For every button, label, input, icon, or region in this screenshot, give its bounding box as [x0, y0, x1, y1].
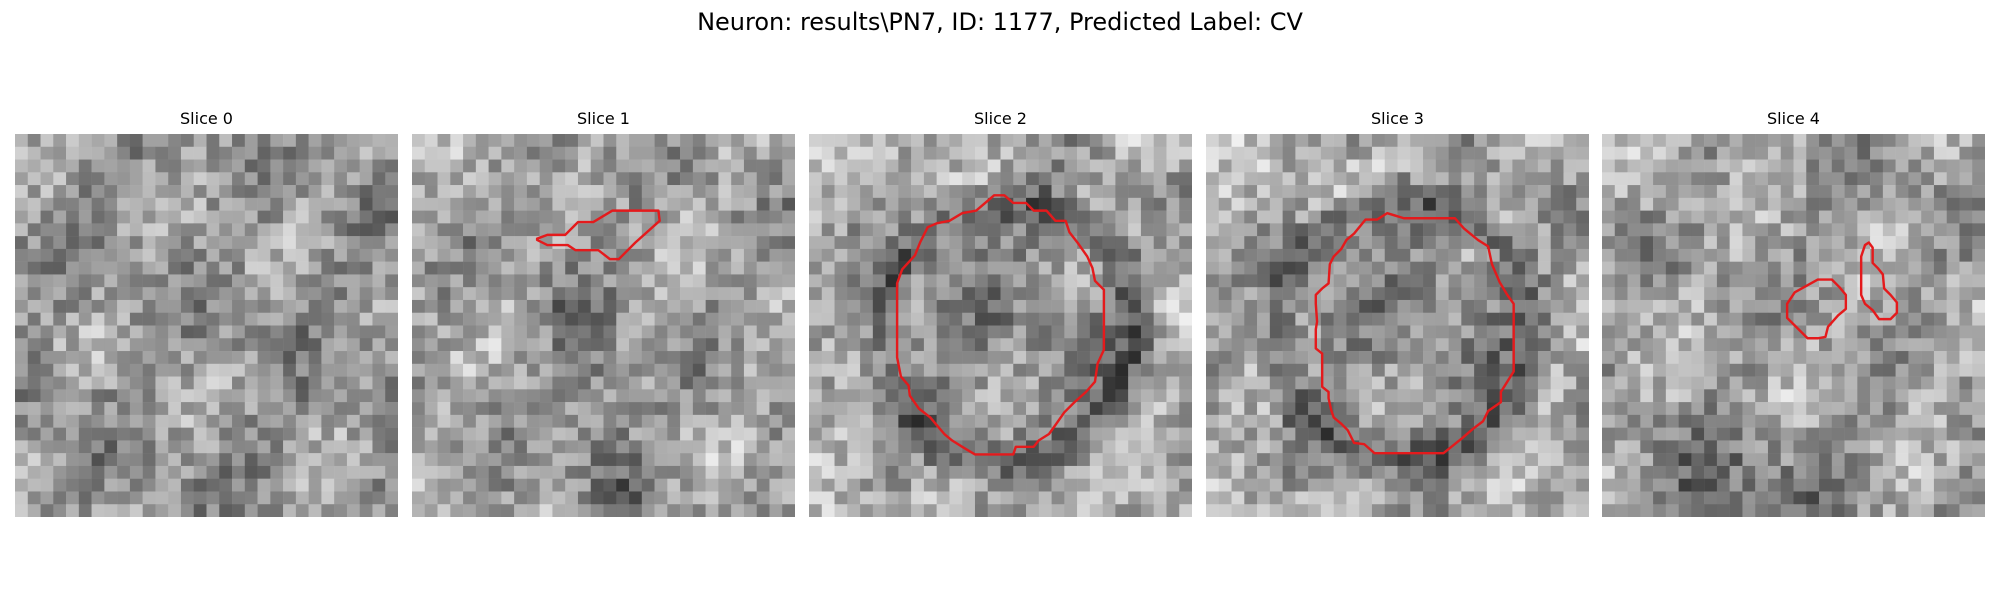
slice-image — [15, 134, 398, 517]
segmentation-contour — [1859, 241, 1899, 321]
slice-title: Slice 1 — [577, 109, 630, 128]
slice-image — [1206, 134, 1589, 517]
slice-title: Slice 3 — [1371, 109, 1424, 128]
segmentation-contour — [895, 194, 1106, 456]
segmentation-contour — [535, 209, 661, 261]
slice-title: Slice 2 — [974, 109, 1027, 128]
slice-image — [412, 134, 795, 517]
slice-title: Slice 4 — [1767, 109, 1820, 128]
slice-image — [809, 134, 1192, 517]
grayscale-image — [1206, 134, 1589, 517]
slice-image — [1602, 134, 1985, 517]
segmentation-contour — [1785, 278, 1848, 340]
grayscale-image — [1602, 134, 1985, 517]
grayscale-image — [809, 134, 1192, 517]
slice-title: Slice 0 — [180, 109, 233, 128]
segmentation-contour — [1314, 211, 1515, 455]
grayscale-image — [412, 134, 795, 517]
figure-title: Neuron: results\PN7, ID: 1177, Predicted… — [697, 8, 1303, 36]
grayscale-image — [15, 134, 398, 517]
